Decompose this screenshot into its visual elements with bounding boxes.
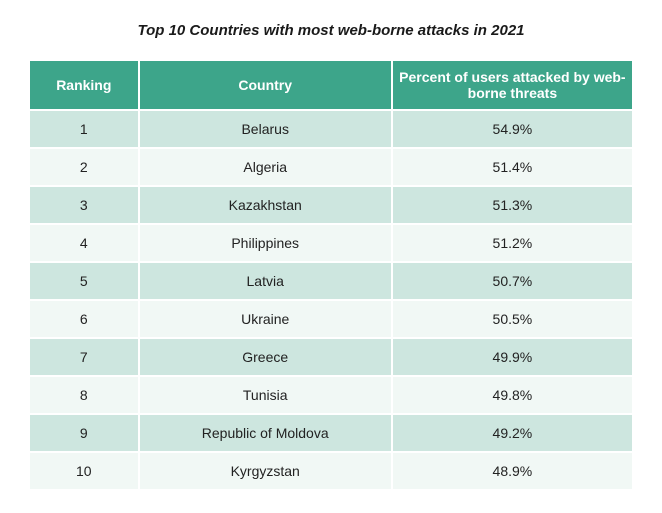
cell-country: Greece xyxy=(140,339,391,375)
column-header-ranking: Ranking xyxy=(30,61,138,109)
cell-country: Kyrgyzstan xyxy=(140,453,391,489)
cell-pct: 49.9% xyxy=(393,339,632,375)
table-row: 1Belarus54.9% xyxy=(30,111,632,147)
cell-pct: 49.8% xyxy=(393,377,632,413)
cell-country: Philippines xyxy=(140,225,391,261)
cell-pct: 51.4% xyxy=(393,149,632,185)
cell-pct: 50.5% xyxy=(393,301,632,337)
cell-rank: 3 xyxy=(30,187,138,223)
cell-country: Belarus xyxy=(140,111,391,147)
cell-country: Latvia xyxy=(140,263,391,299)
cell-pct: 51.2% xyxy=(393,225,632,261)
cell-rank: 7 xyxy=(30,339,138,375)
cell-rank: 1 xyxy=(30,111,138,147)
table-body: 1Belarus54.9%2Algeria51.4%3Kazakhstan51.… xyxy=(30,111,632,489)
cell-pct: 50.7% xyxy=(393,263,632,299)
table-row: 4Philippines51.2% xyxy=(30,225,632,261)
cell-rank: 8 xyxy=(30,377,138,413)
table-row: 5Latvia50.7% xyxy=(30,263,632,299)
column-header-percent: Percent of users attacked by web-borne t… xyxy=(393,61,632,109)
cell-country: Ukraine xyxy=(140,301,391,337)
column-header-country: Country xyxy=(140,61,391,109)
cell-pct: 51.3% xyxy=(393,187,632,223)
cell-pct: 48.9% xyxy=(393,453,632,489)
data-table: Ranking Country Percent of users attacke… xyxy=(28,59,634,491)
cell-rank: 6 xyxy=(30,301,138,337)
table-row: 2Algeria51.4% xyxy=(30,149,632,185)
table-row: 3Kazakhstan51.3% xyxy=(30,187,632,223)
table-row: 6Ukraine50.5% xyxy=(30,301,632,337)
cell-pct: 49.2% xyxy=(393,415,632,451)
cell-rank: 9 xyxy=(30,415,138,451)
table-row: 8Tunisia49.8% xyxy=(30,377,632,413)
chart-title: Top 10 Countries with most web-borne att… xyxy=(28,22,634,39)
cell-rank: 2 xyxy=(30,149,138,185)
cell-rank: 5 xyxy=(30,263,138,299)
cell-pct: 54.9% xyxy=(393,111,632,147)
cell-country: Kazakhstan xyxy=(140,187,391,223)
cell-country: Algeria xyxy=(140,149,391,185)
table-header-row: Ranking Country Percent of users attacke… xyxy=(30,61,632,109)
cell-rank: 10 xyxy=(30,453,138,489)
table-row: 10Kyrgyzstan48.9% xyxy=(30,453,632,489)
cell-rank: 4 xyxy=(30,225,138,261)
table-row: 9Republic of Moldova49.2% xyxy=(30,415,632,451)
cell-country: Tunisia xyxy=(140,377,391,413)
cell-country: Republic of Moldova xyxy=(140,415,391,451)
table-row: 7Greece49.9% xyxy=(30,339,632,375)
